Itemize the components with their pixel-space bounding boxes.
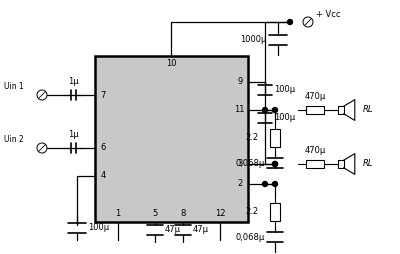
- Text: Uin 2: Uin 2: [4, 135, 24, 144]
- Text: 1μ: 1μ: [68, 130, 78, 139]
- Bar: [95, 56, 248, 222]
- Bar: [338, 106, 344, 114]
- Bar: [270, 129, 280, 147]
- Text: 11: 11: [234, 105, 244, 115]
- Text: RL: RL: [363, 105, 374, 115]
- Text: 47μ: 47μ: [165, 226, 181, 234]
- Text: + Vcc: + Vcc: [316, 10, 340, 19]
- Text: 7: 7: [100, 90, 106, 100]
- Text: 2: 2: [237, 180, 243, 188]
- Text: 470μ: 470μ: [304, 146, 326, 155]
- Text: 0,068μ: 0,068μ: [236, 232, 265, 242]
- Text: 9: 9: [237, 77, 243, 87]
- Text: 2.2: 2.2: [246, 134, 259, 142]
- Text: 5: 5: [152, 210, 158, 218]
- Text: RL: RL: [363, 160, 374, 168]
- Text: 1000μ: 1000μ: [240, 36, 266, 44]
- Circle shape: [272, 162, 278, 167]
- Text: 470μ: 470μ: [304, 92, 326, 101]
- Text: 4: 4: [100, 171, 106, 181]
- Text: 100μ: 100μ: [274, 114, 295, 122]
- Text: 1: 1: [115, 210, 121, 218]
- Text: 8: 8: [180, 210, 186, 218]
- Circle shape: [272, 107, 278, 113]
- Circle shape: [262, 107, 268, 113]
- Text: 0,068μ: 0,068μ: [236, 158, 265, 167]
- Bar: [306, 160, 324, 168]
- Text: 6: 6: [100, 144, 106, 152]
- Circle shape: [288, 20, 292, 24]
- Text: 12: 12: [215, 210, 225, 218]
- Text: 3: 3: [237, 160, 243, 168]
- Bar: [270, 203, 280, 221]
- Bar: [306, 106, 324, 114]
- Circle shape: [272, 182, 278, 186]
- Text: 47μ: 47μ: [193, 226, 209, 234]
- Text: 10: 10: [166, 59, 176, 69]
- Text: 100μ: 100μ: [274, 86, 295, 94]
- Text: 100μ: 100μ: [88, 224, 109, 232]
- Bar: [338, 160, 344, 168]
- Text: 2.2: 2.2: [246, 208, 259, 216]
- Text: Uin 1: Uin 1: [4, 82, 24, 91]
- Text: 1μ: 1μ: [68, 77, 78, 86]
- Circle shape: [272, 162, 278, 167]
- Circle shape: [262, 182, 268, 186]
